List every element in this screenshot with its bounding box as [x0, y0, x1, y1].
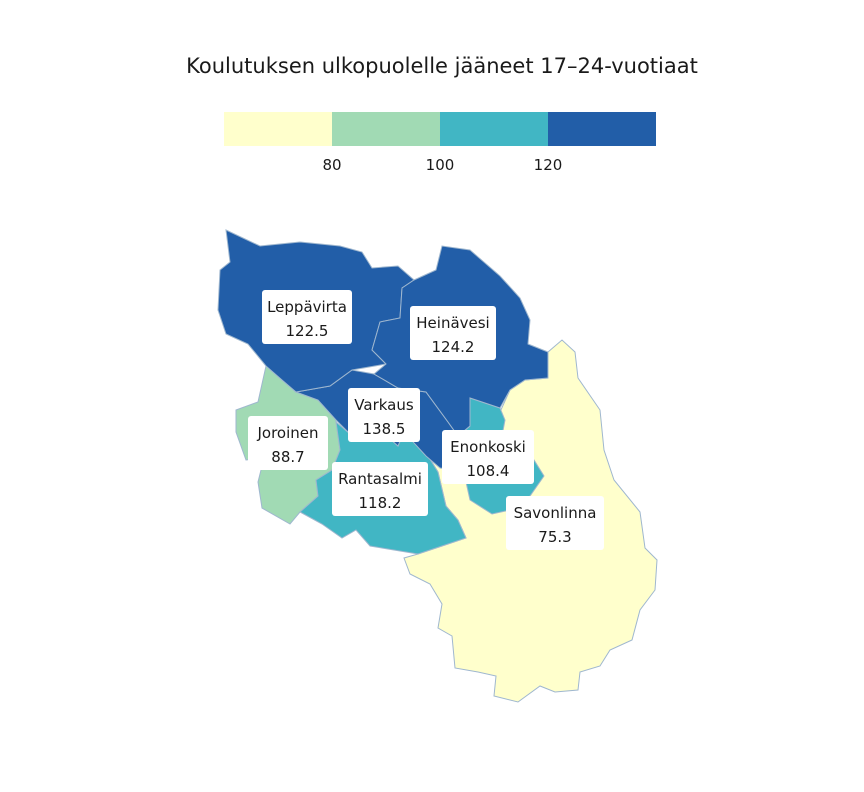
label-joroinen-name: Joroinen	[256, 424, 318, 442]
label-savonlinna-value: 75.3	[538, 528, 571, 546]
label-varkaus-name: Varkaus	[354, 396, 414, 414]
legend-tick-120: 120	[534, 156, 563, 174]
label-leppavirta: Leppävirta 122.5	[262, 290, 352, 344]
label-savonlinna-name: Savonlinna	[514, 504, 597, 522]
legend-tick-80: 80	[322, 156, 341, 174]
label-varkaus: Varkaus 138.5	[348, 388, 420, 442]
legend-tick-100: 100	[426, 156, 455, 174]
label-enonkoski-name: Enonkoski	[450, 438, 526, 456]
label-joroinen: Joroinen 88.7	[248, 416, 328, 470]
label-leppavirta-name: Leppävirta	[267, 298, 347, 316]
map-title: Koulutuksen ulkopuolelle jääneet 17–24-v…	[186, 54, 698, 78]
legend-bin-3	[440, 112, 548, 146]
label-joroinen-value: 88.7	[271, 448, 304, 466]
legend-bin-4	[548, 112, 656, 146]
label-rantasalmi-value: 118.2	[359, 494, 402, 512]
label-enonkoski-value: 108.4	[467, 462, 510, 480]
label-heinavesi: Heinävesi 124.2	[410, 306, 496, 360]
legend-bin-2	[332, 112, 440, 146]
label-rantasalmi: Rantasalmi 118.2	[332, 462, 428, 516]
legend-bin-1	[224, 112, 332, 146]
label-leppavirta-value: 122.5	[286, 322, 329, 340]
label-rantasalmi-name: Rantasalmi	[338, 470, 422, 488]
label-varkaus-value: 138.5	[363, 420, 406, 438]
label-savonlinna: Savonlinna 75.3	[506, 496, 604, 550]
label-heinavesi-value: 124.2	[432, 338, 475, 356]
label-heinavesi-name: Heinävesi	[416, 314, 489, 332]
label-enonkoski: Enonkoski 108.4	[442, 430, 534, 484]
color-legend: 80 100 120	[224, 112, 656, 174]
